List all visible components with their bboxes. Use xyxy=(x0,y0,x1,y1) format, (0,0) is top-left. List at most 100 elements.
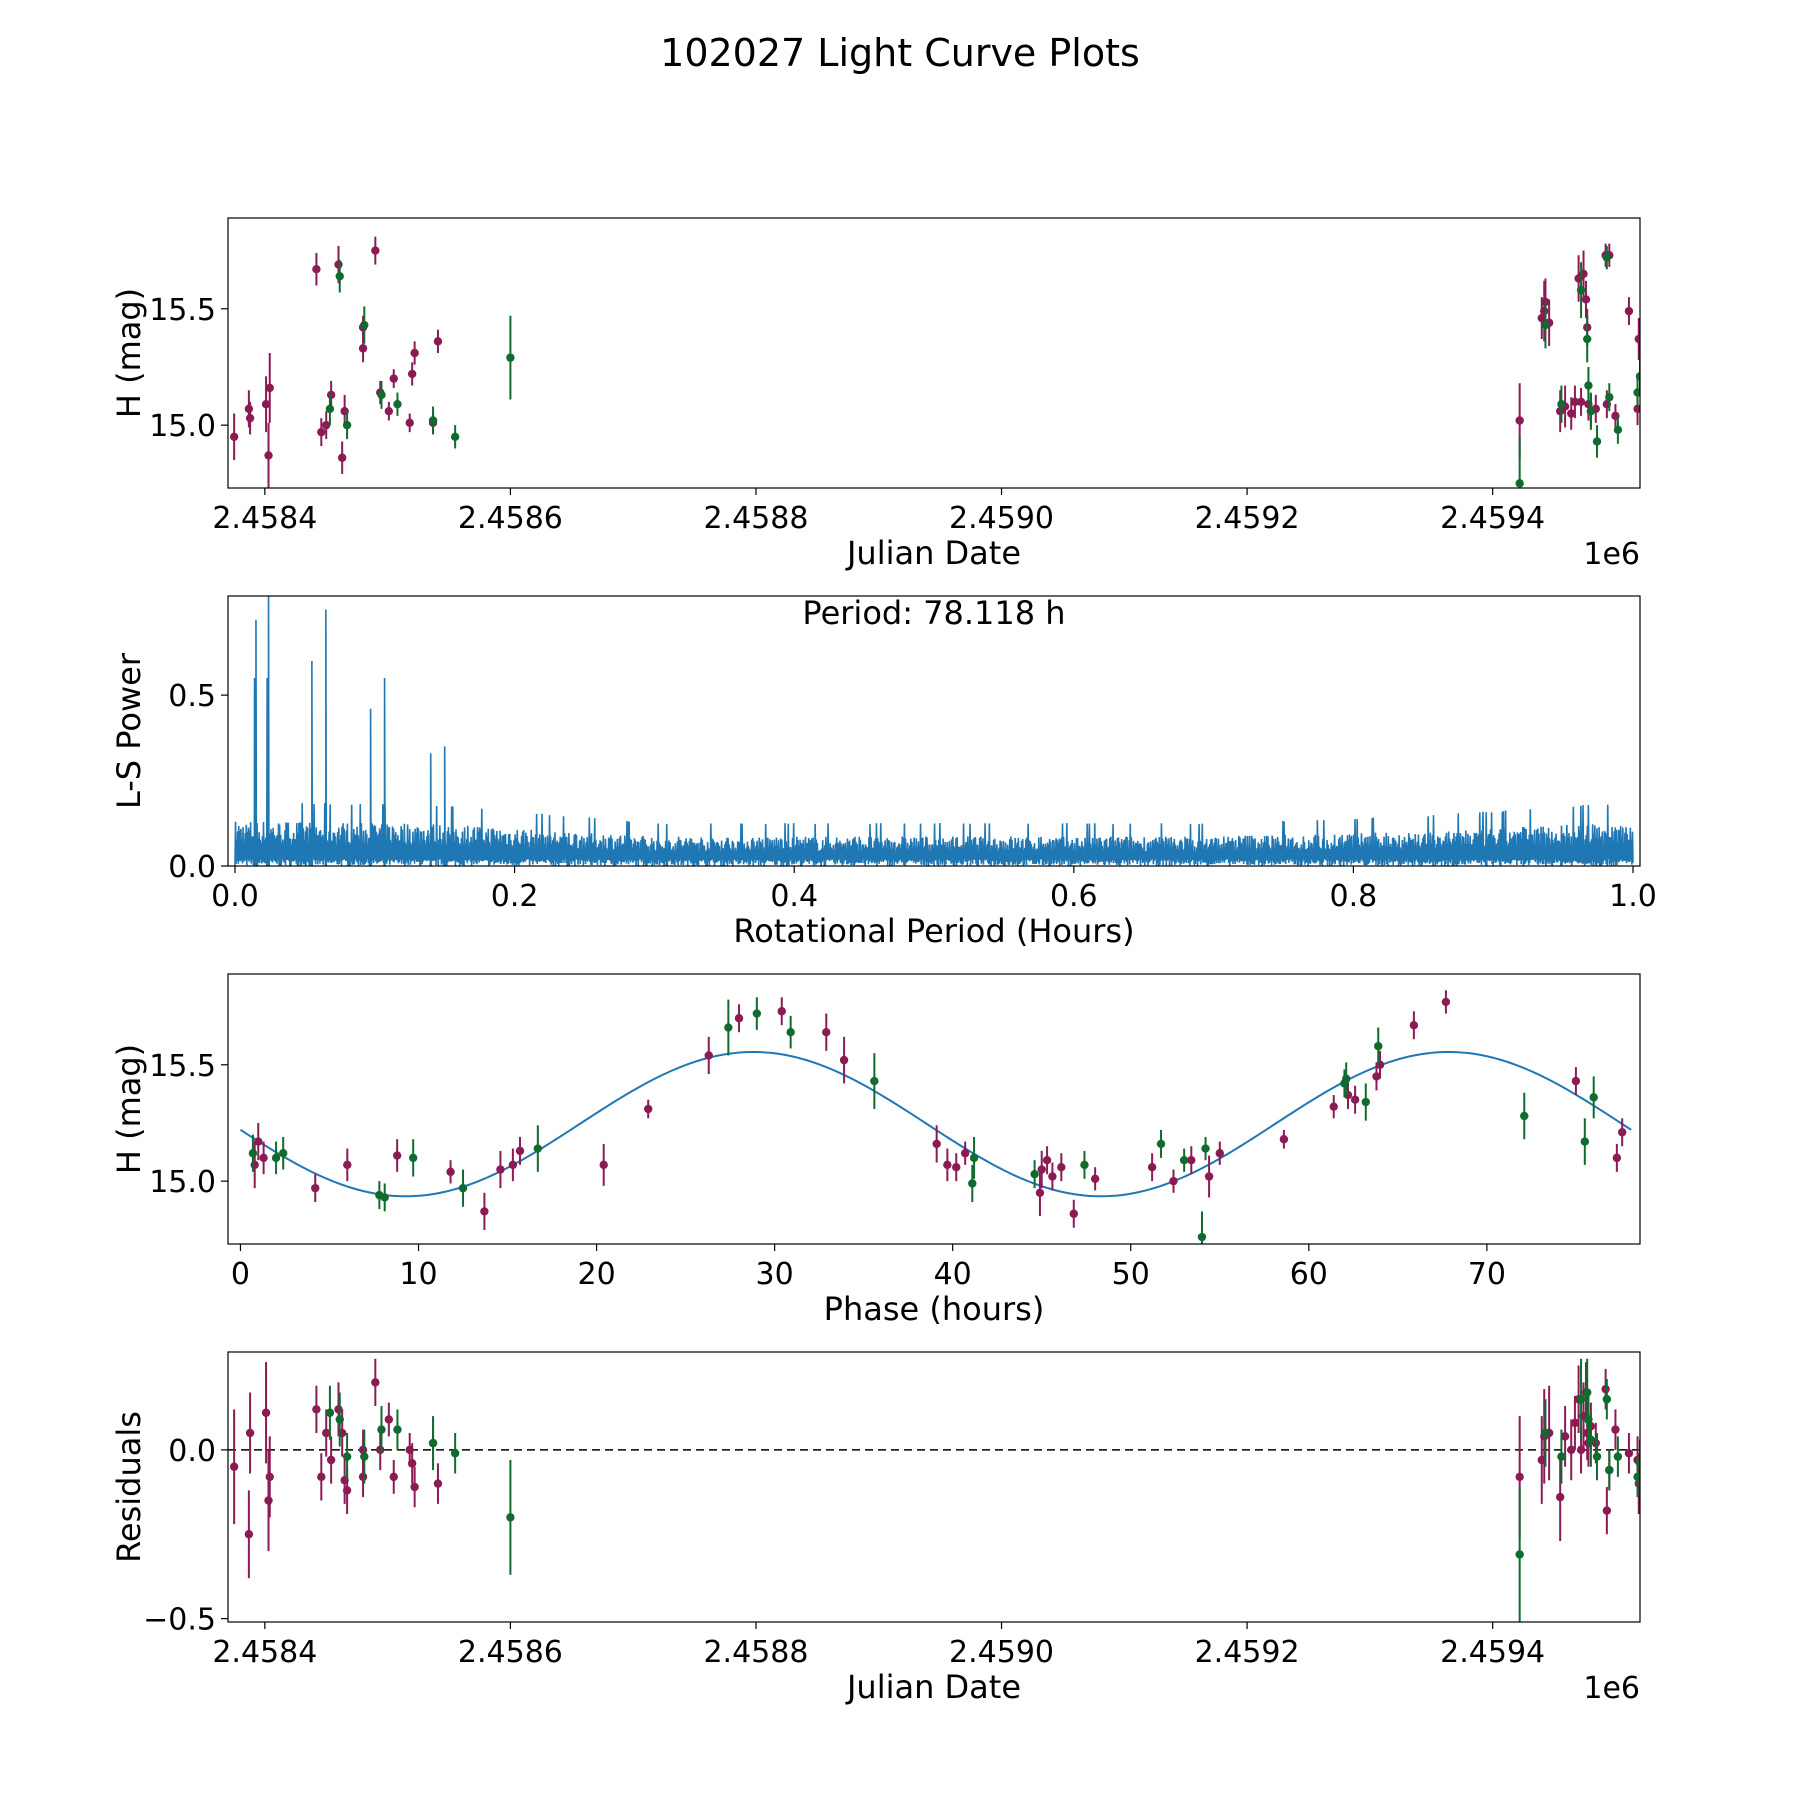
data-point xyxy=(1613,425,1623,435)
y-tick-label: 15.5 xyxy=(149,1049,216,1084)
data-point xyxy=(1342,1074,1351,1083)
data-point xyxy=(969,1153,979,1163)
x-tick-label: 0.4 xyxy=(770,879,818,914)
data-point xyxy=(360,1452,369,1461)
data-point xyxy=(533,1144,543,1153)
data-point xyxy=(1179,1156,1189,1165)
data-point xyxy=(265,1472,274,1482)
data-point xyxy=(1637,337,1640,346)
data-point xyxy=(317,427,326,437)
data-point xyxy=(1613,1452,1623,1461)
data-point xyxy=(343,1160,352,1170)
data-point xyxy=(326,1455,336,1465)
data-point xyxy=(1602,1395,1612,1404)
data-point xyxy=(384,406,394,416)
data-point xyxy=(1069,1209,1078,1218)
y-tick-label: 0.5 xyxy=(168,679,216,714)
data-point xyxy=(1557,1452,1566,1461)
data-point xyxy=(264,1496,273,1505)
panel-residuals: 2.4584 2.4586 2.4588 2.4590 2.4592 2.4594 0.0 −… xyxy=(110,1351,1641,1706)
y-tick-label: 15.0 xyxy=(149,409,216,444)
data-point xyxy=(1557,400,1566,409)
data-point xyxy=(317,1472,326,1482)
x-tick-label: 20 xyxy=(577,1257,615,1292)
data-point xyxy=(392,1151,402,1160)
y-tick-label: 15.5 xyxy=(149,293,216,328)
series-band_b xyxy=(325,1358,1640,1622)
data-point xyxy=(229,1462,239,1471)
x-tick-label: 10 xyxy=(399,1257,437,1292)
data-point xyxy=(450,432,460,441)
data-point xyxy=(358,1472,368,1482)
data-point xyxy=(342,1486,352,1495)
data-point xyxy=(1515,1472,1524,1482)
axes-frame xyxy=(227,1351,1641,1623)
data-point xyxy=(1169,1176,1178,1186)
data-point xyxy=(245,413,255,423)
data-point xyxy=(599,1160,608,1170)
data-point xyxy=(244,404,254,414)
data-point xyxy=(1048,1172,1057,1181)
plot-area xyxy=(229,236,1640,488)
data-point xyxy=(371,246,380,255)
data-point xyxy=(335,271,344,281)
data-point xyxy=(1602,1506,1612,1515)
x-tick-label: 0 xyxy=(231,1257,250,1292)
x-tick-label: 2.4590 xyxy=(949,1635,1054,1670)
data-point xyxy=(377,390,386,400)
x-axis-label: Julian Date xyxy=(845,1668,1021,1706)
x-tick-label: 0.0 xyxy=(211,879,259,914)
data-point xyxy=(259,1153,268,1163)
x-tick-label: 60 xyxy=(1290,1257,1328,1292)
x-tick-label: 0.2 xyxy=(491,879,539,914)
x-tick-label: 50 xyxy=(1112,1257,1150,1292)
data-point xyxy=(1611,1425,1620,1434)
data-point xyxy=(1633,404,1640,414)
data-point xyxy=(1576,285,1586,295)
data-point xyxy=(342,1452,352,1461)
data-point xyxy=(1567,409,1576,418)
period-annotation: Period: 78.118 h xyxy=(802,594,1065,632)
x-tick-label: 2.4588 xyxy=(703,1635,808,1670)
data-point xyxy=(322,1428,331,1438)
data-point xyxy=(254,1137,263,1146)
data-point xyxy=(1090,1174,1100,1184)
axes-frame xyxy=(227,595,1641,867)
data-point xyxy=(1586,406,1596,416)
data-point xyxy=(1441,997,1451,1007)
data-point xyxy=(450,1449,460,1458)
x-tick-label: 2.4592 xyxy=(1195,501,1300,536)
y-tick-label: 0.0 xyxy=(168,1434,216,1469)
data-point xyxy=(1037,1165,1046,1174)
x-tick-label: 2.4584 xyxy=(212,1635,317,1670)
data-point xyxy=(1592,1452,1602,1461)
data-point xyxy=(1560,1432,1570,1441)
data-point xyxy=(1215,1149,1224,1158)
data-point xyxy=(360,320,369,330)
data-point xyxy=(1080,1160,1089,1170)
data-point xyxy=(1197,1232,1207,1242)
data-point xyxy=(734,1014,744,1023)
x-tick-label: 0.8 xyxy=(1330,879,1378,914)
data-point xyxy=(1541,320,1550,330)
data-point xyxy=(1602,253,1612,262)
axes-frame xyxy=(227,973,1641,1245)
data-point xyxy=(1601,1384,1610,1394)
data-point xyxy=(1570,397,1580,407)
data-point xyxy=(1624,1449,1634,1458)
data-point xyxy=(515,1146,525,1156)
data-point xyxy=(271,1153,281,1163)
data-point xyxy=(407,369,417,379)
data-point xyxy=(1372,1072,1381,1081)
y-axis-label: L-S Power xyxy=(110,652,148,809)
series-band_a xyxy=(250,990,1627,1231)
x-tick-label: 2.4594 xyxy=(1440,1635,1545,1670)
data-point xyxy=(1605,1465,1614,1475)
x-tick-label: 2.4586 xyxy=(458,1635,563,1670)
data-point xyxy=(704,1051,713,1060)
data-point xyxy=(458,1183,468,1193)
data-point xyxy=(752,1009,762,1018)
data-point xyxy=(1583,1388,1592,1397)
x-tick-label: 40 xyxy=(934,1257,972,1292)
